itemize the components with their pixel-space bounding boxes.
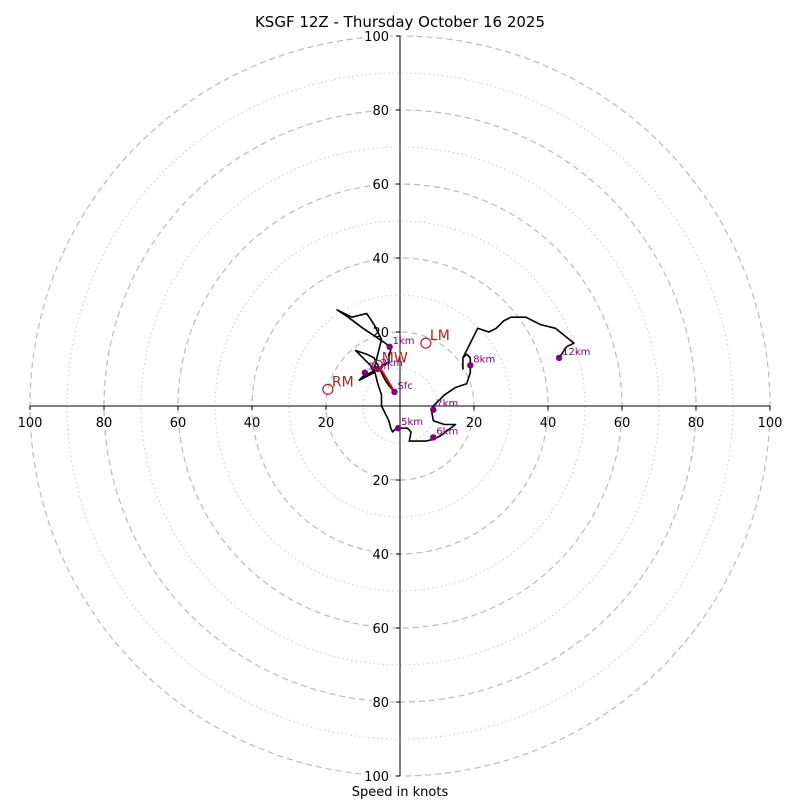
- y-tick-label-bg: [371, 250, 390, 265]
- y-tick-label: 40: [372, 252, 389, 267]
- y-tick-label: 80: [372, 696, 389, 711]
- height-label-6km: 6km: [436, 426, 458, 437]
- y-tick-label-bg: [371, 546, 390, 561]
- x-tick-label-left: 20: [318, 416, 335, 431]
- height-marker-3km: [361, 369, 369, 376]
- storm-motion-label-RM: RM: [332, 374, 354, 390]
- chart-title: KSGF 12Z - Thursday October 16 2025: [255, 13, 545, 31]
- storm-motion-label-LM: LM: [430, 328, 450, 344]
- y-tick-label: 100: [364, 770, 389, 785]
- height-label-1km: 1km: [393, 336, 415, 347]
- y-tick-label-bg: [371, 102, 390, 117]
- x-tick-label-left: 100: [18, 416, 43, 431]
- x-tick-label: 80: [688, 416, 705, 431]
- height-label-2km: 2km: [381, 358, 403, 369]
- y-tick-label: 60: [372, 178, 389, 193]
- height-label-Sfc: Sfc: [397, 381, 412, 392]
- y-tick-label-bg: [363, 768, 390, 783]
- x-tick-label-left: 40: [244, 416, 261, 431]
- y-tick-label: 40: [372, 548, 389, 563]
- x-tick-label: 40: [540, 416, 557, 431]
- y-tick-label-bg: [371, 694, 390, 709]
- y-tick-label-bg: [363, 28, 390, 43]
- x-tick-label-left: 60: [170, 416, 187, 431]
- height-marker-1km: [386, 343, 393, 350]
- storm-motion-marker-RM: [322, 383, 334, 395]
- x-tick-label-left: 80: [96, 416, 113, 431]
- height-marker-8km: [467, 362, 474, 369]
- y-tick-label-bg: [371, 620, 390, 635]
- shear-vector: [378, 366, 396, 393]
- y-tick-label-bg: [371, 472, 390, 487]
- height-marker-5km: [394, 425, 402, 432]
- height-label-3km: 3km: [368, 362, 390, 373]
- x-axis-label: Speed in knots: [352, 785, 449, 800]
- y-tick-label: 80: [372, 104, 389, 119]
- height-label-8km: 8km: [473, 354, 495, 365]
- x-tick-label: 20: [466, 416, 483, 431]
- height-marker-7km: [430, 406, 437, 413]
- x-tick-label: 100: [758, 416, 783, 431]
- storm-motion-label-MW: MW: [382, 350, 408, 366]
- y-tick-label: 60: [372, 622, 389, 637]
- height-marker-Sfc: [391, 388, 398, 396]
- height-label-12km: 12km: [562, 347, 590, 358]
- y-tick-label: 100: [364, 30, 389, 45]
- x-tick-label: 60: [614, 416, 631, 431]
- storm-motion-marker-LM: [420, 337, 432, 349]
- height-label-5km: 5km: [401, 417, 423, 428]
- storm-motion-marker-MW: [372, 359, 384, 371]
- height-label-7km: 7km: [436, 399, 458, 410]
- height-marker-6km: [430, 434, 437, 441]
- height-marker-12km: [555, 354, 563, 362]
- y-tick-label: 20: [372, 474, 389, 489]
- y-tick-label-bg: [371, 176, 390, 191]
